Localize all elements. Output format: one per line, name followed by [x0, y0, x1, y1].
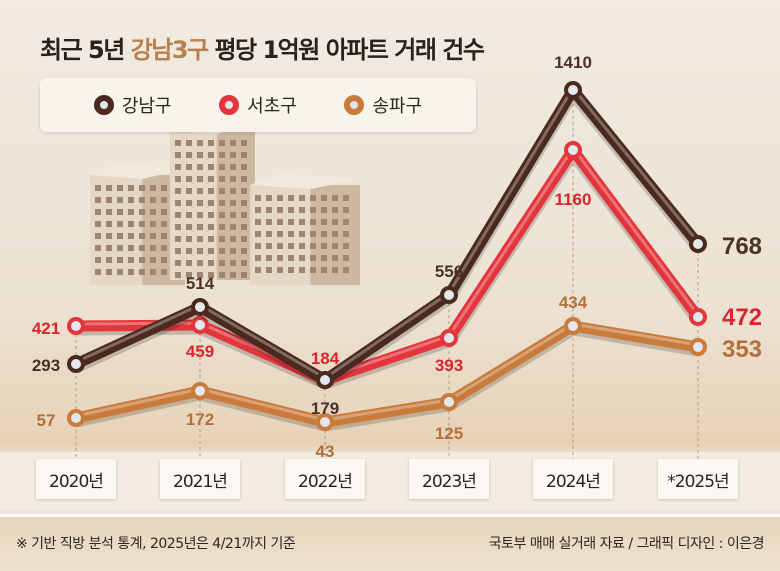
- legend-item-gangnam: 강남구: [93, 92, 172, 118]
- x-tick-label: 2023년: [409, 459, 489, 499]
- data-label: 125: [435, 424, 463, 443]
- data-label: 293: [32, 356, 60, 375]
- data-label: 43: [316, 442, 335, 461]
- data-label: 172: [186, 410, 214, 429]
- footer: ※ 기반 직방 분석 통계, 2025년은 4/21까지 기준 국토부 매매 실…: [0, 514, 780, 571]
- source-credit: 국토부 매매 실거래 자료 / 그래픽 디자인 : 이은경: [488, 536, 765, 552]
- data-label: 353: [722, 336, 762, 363]
- data-label: 556: [435, 262, 463, 281]
- data-label: 179: [311, 399, 339, 418]
- series-0: [67, 81, 707, 390]
- series-line: [74, 320, 699, 428]
- legend-label: 송파구: [372, 96, 423, 117]
- series-line: [75, 144, 703, 386]
- x-tick-label: 2022년: [285, 459, 365, 499]
- data-label: 1410: [554, 53, 592, 72]
- data-label: 184: [311, 349, 340, 368]
- apartment-buildings-illustration: [90, 118, 360, 285]
- footnote: ※ 기반 직방 분석 통계, 2025년은 4/21까지 기준: [16, 536, 296, 552]
- legend-label: 서초구: [247, 96, 297, 117]
- ring-marker-icon: [93, 95, 114, 115]
- ring-marker-icon: [219, 95, 240, 115]
- legend-item-seocho: 서초구: [219, 92, 297, 118]
- building-icon: [170, 118, 255, 280]
- data-label: 459: [186, 342, 214, 361]
- legend: 강남구 서초구 송파구: [40, 78, 476, 132]
- data-label: 1160: [555, 190, 592, 209]
- data-label: 472: [722, 304, 762, 331]
- data-label: 421: [32, 319, 60, 338]
- x-tick-label: 2020년: [36, 459, 116, 499]
- legend-item-songpa: 송파구: [344, 92, 422, 118]
- series-line: [73, 84, 703, 386]
- x-tick-label: *2025년: [658, 459, 738, 499]
- data-label: 57: [37, 411, 56, 430]
- series-2: [67, 317, 707, 432]
- legend-label: 강남구: [121, 96, 172, 117]
- x-tick-label: 2021년: [160, 459, 240, 499]
- data-label: 514: [186, 274, 215, 293]
- data-label: 393: [435, 356, 463, 375]
- chart-title: 최근 5년 강남3구 평당 1억원 아파트 거래 건수: [40, 36, 485, 64]
- x-axis-strip: [0, 452, 780, 510]
- building-icon: [250, 173, 360, 285]
- x-tick-label: 2024년: [533, 459, 613, 499]
- data-label: 768: [722, 233, 762, 260]
- ring-marker-icon: [344, 95, 365, 115]
- data-label: 434: [559, 293, 588, 312]
